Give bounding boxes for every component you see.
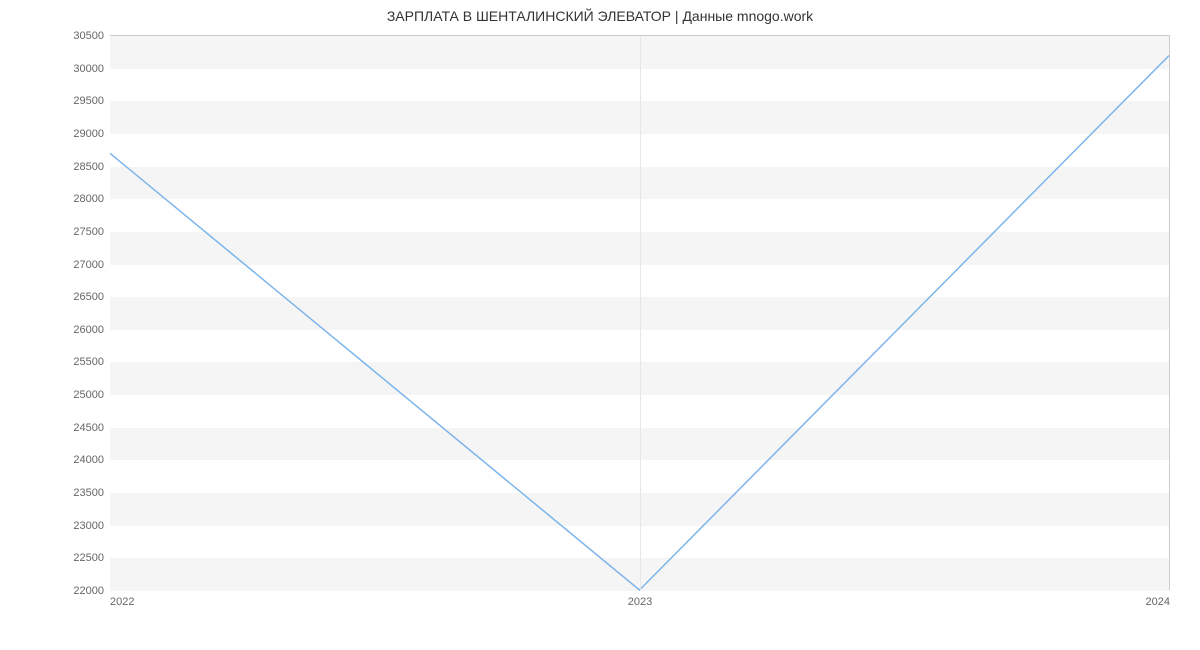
- y-tick-label: 25500: [73, 356, 104, 368]
- chart-title: ЗАРПЛАТА В ШЕНТАЛИНСКИЙ ЭЛЕВАТОР | Данны…: [0, 8, 1200, 24]
- y-tick-label: 27000: [73, 259, 104, 271]
- x-tick-label: 2024: [1146, 596, 1170, 608]
- y-tick-label: 25000: [73, 389, 104, 401]
- y-tick-label: 24000: [73, 454, 104, 466]
- y-tick-label: 27500: [73, 226, 104, 238]
- x-grid-line: [640, 36, 641, 590]
- y-tick-label: 26000: [73, 324, 104, 336]
- salary-line-chart: ЗАРПЛАТА В ШЕНТАЛИНСКИЙ ЭЛЕВАТОР | Данны…: [0, 0, 1200, 650]
- y-tick-label: 30500: [73, 30, 104, 42]
- y-tick-label: 23000: [73, 520, 104, 532]
- y-tick-label: 24500: [73, 422, 104, 434]
- x-tick-label: 2022: [110, 596, 134, 608]
- y-tick-label: 22000: [73, 585, 104, 597]
- y-tick-label: 26500: [73, 291, 104, 303]
- plot-area: 2200022500230002350024000245002500025500…: [110, 35, 1170, 590]
- y-tick-label: 22500: [73, 552, 104, 564]
- y-tick-label: 29000: [73, 128, 104, 140]
- y-tick-label: 28500: [73, 161, 104, 173]
- y-tick-label: 23500: [73, 487, 104, 499]
- y-tick-label: 29500: [73, 95, 104, 107]
- y-tick-label: 30000: [73, 63, 104, 75]
- x-tick-label: 2023: [628, 596, 652, 608]
- y-tick-label: 28000: [73, 193, 104, 205]
